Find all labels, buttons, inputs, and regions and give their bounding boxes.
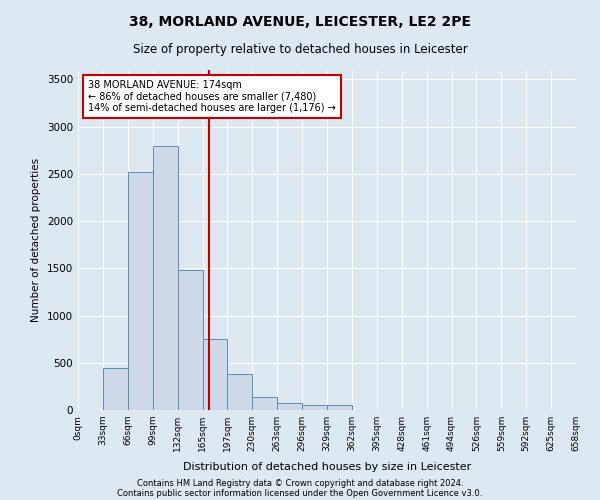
- Bar: [128, 172, 153, 410]
- Bar: [203, 339, 227, 410]
- Bar: [277, 404, 302, 410]
- Text: 38 MORLAND AVENUE: 174sqm
← 86% of detached houses are smaller (7,480)
14% of se: 38 MORLAND AVENUE: 174sqm ← 86% of detac…: [88, 80, 336, 114]
- Text: Contains HM Land Registry data © Crown copyright and database right 2024.: Contains HM Land Registry data © Crown c…: [137, 478, 463, 488]
- Text: 38, MORLAND AVENUE, LEICESTER, LE2 2PE: 38, MORLAND AVENUE, LEICESTER, LE2 2PE: [129, 15, 471, 29]
- Bar: [103, 368, 128, 410]
- Bar: [178, 270, 203, 410]
- Bar: [152, 146, 178, 410]
- Y-axis label: Number of detached properties: Number of detached properties: [31, 158, 41, 322]
- Bar: [253, 397, 277, 410]
- Text: Size of property relative to detached houses in Leicester: Size of property relative to detached ho…: [133, 42, 467, 56]
- Bar: [302, 406, 327, 410]
- Bar: [327, 406, 352, 410]
- Bar: [227, 374, 253, 410]
- Text: Contains public sector information licensed under the Open Government Licence v3: Contains public sector information licen…: [118, 488, 482, 498]
- X-axis label: Distribution of detached houses by size in Leicester: Distribution of detached houses by size …: [183, 462, 471, 472]
